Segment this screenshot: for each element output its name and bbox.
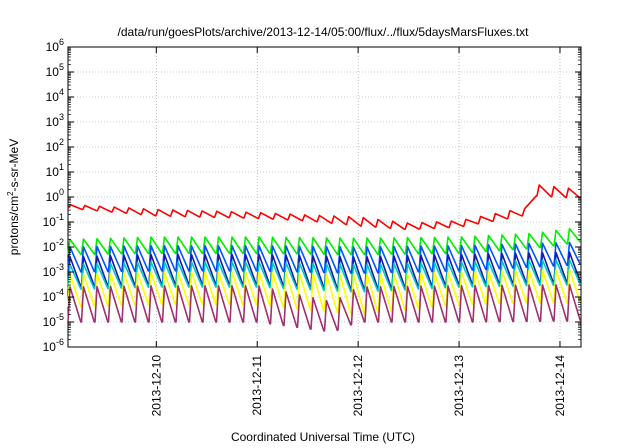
- y-tick-base: 10: [46, 140, 60, 154]
- y-tick-base: 10: [43, 340, 57, 354]
- y-tick-exp: -1: [56, 212, 64, 222]
- y-tick-base: 10: [43, 215, 57, 229]
- y-tick-base: 10: [43, 265, 57, 279]
- chart-title: /data/run/goesPlots/archive/2013-12-14/0…: [118, 25, 530, 39]
- y-tick-label: 105: [46, 62, 64, 79]
- y-tick-base: 10: [43, 290, 57, 304]
- y-tick-label: 10-5: [43, 312, 64, 329]
- x-tick-label: 2013-12-12: [351, 355, 365, 417]
- y-tick-label: 10-2: [43, 237, 64, 254]
- series-line-5: [67, 258, 582, 293]
- y-tick-base: 10: [46, 40, 60, 54]
- y-tick-exp: -4: [56, 287, 64, 297]
- y-tick-label: 104: [46, 87, 64, 104]
- y-tick-base: 10: [46, 115, 60, 129]
- y-axis-label-rest: -s-sr-MeV: [7, 139, 21, 192]
- y-axis-label-sup: 2: [6, 191, 15, 196]
- y-tick-base: 10: [46, 90, 60, 104]
- y-tick-base: 10: [46, 190, 60, 204]
- series-line-7: [67, 283, 582, 332]
- x-tick-label: 2013-12-13: [452, 355, 466, 417]
- y-tick-base: 10: [46, 65, 60, 79]
- y-tick-label: 100: [46, 187, 64, 204]
- y-tick-exp: 5: [59, 62, 64, 72]
- x-axis-ticks: 2013-12-10 2013-12-11 2013-12-12 2013-12-13…: [149, 47, 567, 416]
- y-tick-exp: -6: [56, 337, 64, 347]
- y-axis-label: protons/cm2-s-sr-MeV: [6, 139, 21, 255]
- y-tick-exp: 0: [59, 187, 64, 197]
- y-tick-exp: -5: [56, 312, 64, 322]
- y-tick-exp: 1: [59, 162, 64, 172]
- y-tick-exp: 6: [59, 37, 64, 47]
- y-tick-exp: 4: [59, 87, 64, 97]
- x-tick-label: 2013-12-10: [149, 355, 163, 417]
- y-tick-base: 10: [43, 240, 57, 254]
- y-tick-exp: 2: [59, 137, 64, 147]
- y-tick-exp: -2: [56, 237, 64, 247]
- y-tick-label: 101: [46, 162, 64, 179]
- y-axis-ticks: 10610510410310210110010-110-210-310-410-…: [43, 37, 581, 354]
- y-tick-label: 10-3: [43, 262, 64, 279]
- x-axis-label: Coordinated Universal Time (UTC): [231, 430, 415, 444]
- y-tick-base: 10: [43, 315, 57, 329]
- y-tick-label: 106: [46, 37, 64, 54]
- series-group: [67, 184, 582, 332]
- series-line-3: [67, 241, 582, 274]
- series-line-6: [67, 268, 582, 315]
- y-axis-label-main: protons/cm: [7, 196, 21, 255]
- series-line-1: [67, 184, 581, 230]
- x-tick-label: 2013-12-14: [553, 355, 567, 417]
- y-tick-exp: 3: [59, 112, 64, 122]
- y-tick-label: 10-6: [43, 337, 64, 354]
- y-tick-label: 10-4: [43, 287, 64, 304]
- y-tick-label: 10-1: [43, 212, 64, 229]
- y-tick-label: 102: [46, 137, 64, 154]
- y-tick-exp: -3: [56, 262, 64, 272]
- series-line-2: [67, 227, 581, 256]
- y-tick-label: 103: [46, 112, 64, 129]
- y-tick-base: 10: [46, 165, 60, 179]
- x-tick-label: 2013-12-11: [250, 355, 264, 416]
